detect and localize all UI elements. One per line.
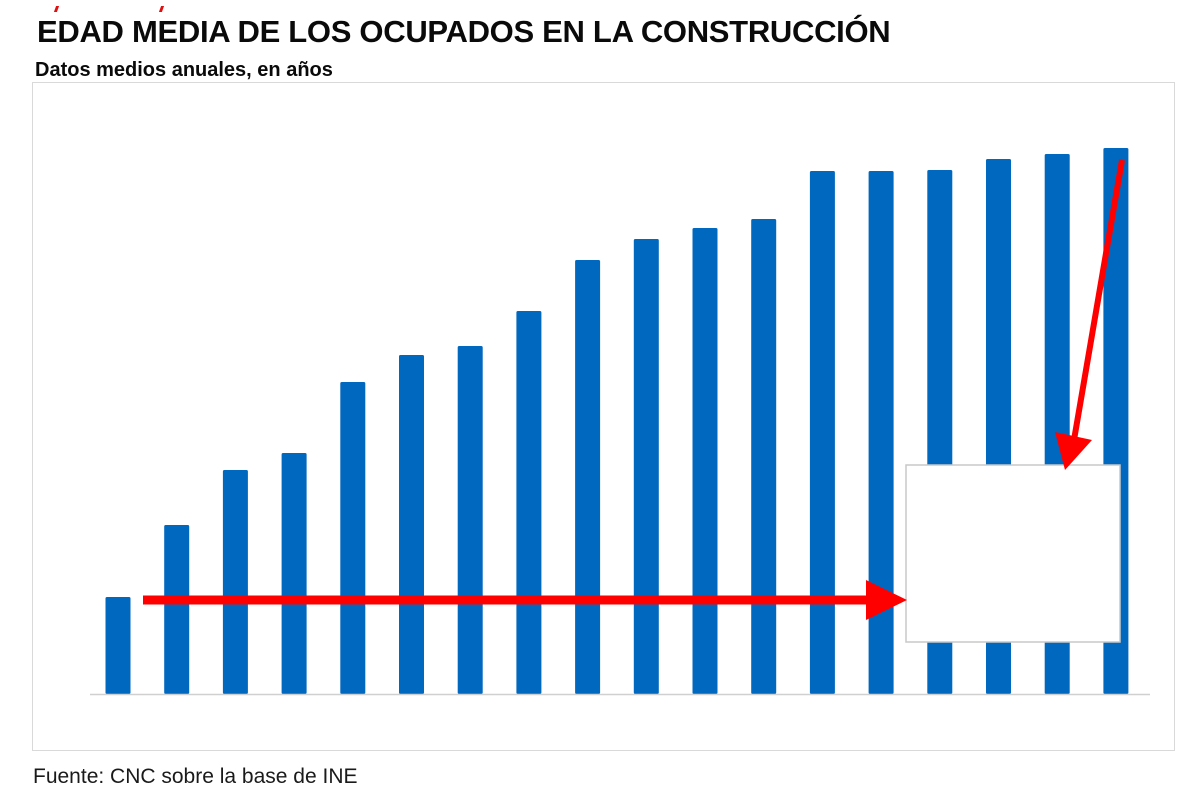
bar-2	[164, 525, 190, 694]
annotations-group	[143, 159, 1125, 643]
blank-annotation-box	[905, 464, 1121, 643]
bar-13	[809, 171, 835, 694]
horizontal-arrow-head-icon	[866, 580, 907, 620]
bar-11	[692, 228, 718, 694]
diagonal-arrow-shaft	[1071, 159, 1125, 441]
bar-8	[516, 311, 542, 694]
bar-9	[575, 260, 601, 694]
bar-10	[633, 239, 659, 694]
chart-title: EDAD MEDIA DE LOS OCUPADOS EN LA CONSTRU…	[37, 14, 891, 49]
bar-7	[457, 346, 483, 694]
bar-6	[399, 355, 424, 694]
bar-4	[281, 453, 307, 694]
bar-5	[340, 382, 366, 694]
diagonal-arrow-head-icon	[1055, 432, 1092, 470]
bar-12	[751, 219, 777, 694]
chart-subtitle: Datos medios anuales, en años	[35, 59, 333, 81]
bar-1	[105, 597, 131, 694]
bars-group	[105, 148, 1129, 694]
source-note: Fuente: CNC sobre la base de INE	[33, 765, 358, 788]
bar-3	[222, 470, 248, 694]
bar-14	[868, 171, 894, 694]
